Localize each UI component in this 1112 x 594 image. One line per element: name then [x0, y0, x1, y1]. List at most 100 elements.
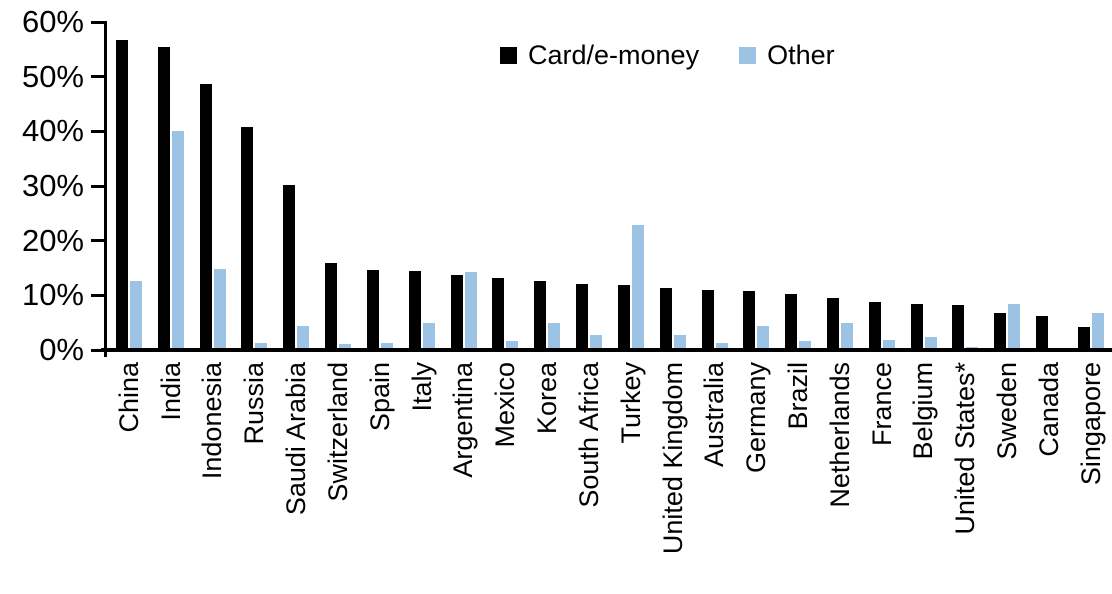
x-axis-label-singapore: Singapore — [1075, 362, 1106, 486]
bar-other-australia — [715, 342, 728, 348]
bar-card-e-money-turkey — [617, 285, 630, 348]
bar-other-indonesia — [213, 268, 226, 348]
legend-swatch-other — [739, 47, 757, 64]
bar-other-turkey — [631, 224, 644, 348]
x-axis-label-italy: Italy — [406, 362, 437, 412]
x-axis-label-china: China — [113, 362, 144, 433]
bar-card-e-money-mexico — [492, 277, 505, 348]
bar-other-singapore — [1091, 312, 1104, 348]
bar-other-russia — [255, 342, 268, 348]
bar-card-e-money-italy — [408, 270, 421, 348]
x-axis-label-spain: Spain — [364, 362, 395, 432]
x-axis-label-germany: Germany — [741, 362, 772, 474]
bar-group-united-kingdom — [652, 0, 694, 348]
x-label-slot-sweden: Sweden — [986, 362, 1028, 594]
bar-card-e-money-india — [157, 47, 170, 348]
bar-other-brazil — [799, 341, 812, 348]
bar-group-united-states — [945, 0, 987, 348]
y-axis-tick-40 — [91, 129, 105, 133]
bar-card-e-money-netherlands — [826, 298, 839, 348]
bar-group-france — [861, 0, 903, 348]
legend-item-card-e-money: Card/e-money — [500, 42, 699, 69]
bar-card-e-money-australia — [701, 289, 714, 348]
x-label-slot-saudi-arabia: Saudi Arabia — [275, 362, 317, 594]
bar-group-germany — [735, 0, 777, 348]
bar-card-e-money-switzerland — [325, 262, 338, 348]
bar-group-singapore — [1070, 0, 1112, 348]
bar-group-mexico — [484, 0, 526, 348]
bar-other-south-africa — [590, 335, 603, 348]
bar-other-india — [171, 131, 184, 348]
x-label-slot-argentina: Argentina — [443, 362, 485, 594]
bar-card-e-money-singapore — [1077, 327, 1090, 348]
bar-group-russia — [233, 0, 275, 348]
bar-other-korea — [548, 323, 561, 348]
bar-group-netherlands — [819, 0, 861, 348]
bar-card-e-money-france — [868, 301, 881, 348]
y-axis-label-50: 50% — [21, 58, 84, 94]
x-axis-label-korea: Korea — [532, 362, 563, 435]
y-axis-tick-30 — [91, 184, 105, 188]
bar-card-e-money-china — [115, 40, 128, 348]
x-axis-label-france: France — [866, 362, 897, 447]
bar-card-e-money-spain — [366, 270, 379, 348]
bar-group-sweden — [986, 0, 1028, 348]
bar-group-south-africa — [568, 0, 610, 348]
bar-card-e-money-canada — [1036, 315, 1049, 348]
bar-card-e-money-argentina — [450, 275, 463, 348]
bar-other-netherlands — [840, 322, 853, 348]
bar-other-argentina — [464, 272, 477, 348]
x-label-slot-brazil: Brazil — [777, 362, 819, 594]
bar-other-france — [882, 340, 895, 348]
x-label-slot-australia: Australia — [694, 362, 736, 594]
x-label-slot-united-kingdom: United Kingdom — [652, 362, 694, 594]
x-axis-label-mexico: Mexico — [490, 362, 521, 448]
bar-other-sweden — [1008, 304, 1021, 348]
x-label-slot-france: France — [861, 362, 903, 594]
bar-group-china — [108, 0, 150, 348]
x-axis-label-russia: Russia — [239, 362, 270, 445]
bar-group-brazil — [777, 0, 819, 348]
bar-card-e-money-united-kingdom — [659, 287, 672, 348]
bar-card-e-money-belgium — [910, 304, 923, 348]
bar-group-spain — [359, 0, 401, 348]
x-label-slot-india: India — [150, 362, 192, 594]
x-axis-label-sweden: Sweden — [992, 362, 1023, 460]
x-axis-label-united-kingdom: United Kingdom — [657, 362, 688, 555]
bar-group-switzerland — [317, 0, 359, 348]
x-label-slot-singapore: Singapore — [1070, 362, 1112, 594]
plot-area — [108, 0, 1112, 348]
bar-other-belgium — [924, 337, 937, 348]
x-label-slot-united-states: United States* — [945, 362, 987, 594]
bar-card-e-money-germany — [743, 290, 756, 348]
bar-other-germany — [757, 326, 770, 348]
bar-group-turkey — [610, 0, 652, 348]
bar-group-saudi-arabia — [275, 0, 317, 348]
y-axis-tick-20 — [91, 239, 105, 243]
y-axis-label-60: 60% — [21, 4, 84, 39]
bar-group-korea — [526, 0, 568, 348]
x-axis-label-netherlands: Netherlands — [824, 362, 855, 508]
bar-other-saudi-arabia — [297, 326, 310, 348]
bar-card-e-money-sweden — [994, 312, 1007, 348]
x-label-slot-canada: Canada — [1028, 362, 1070, 594]
y-axis-label-40: 40% — [21, 113, 84, 149]
legend-label-other: Other — [767, 40, 835, 70]
legend-label-card-e-money: Card/e-money — [528, 40, 700, 70]
x-label-slot-switzerland: Switzerland — [317, 362, 359, 594]
x-label-slot-china: China — [108, 362, 150, 594]
bar-other-switzerland — [339, 343, 352, 348]
x-label-slot-turkey: Turkey — [610, 362, 652, 594]
x-axis-label-south-africa: South Africa — [573, 362, 604, 508]
bar-card-e-money-korea — [534, 281, 547, 348]
bar-other-united-states — [966, 346, 979, 348]
x-label-slot-spain: Spain — [359, 362, 401, 594]
bar-card-e-money-saudi-arabia — [283, 185, 296, 348]
y-axis-tick-60 — [91, 20, 105, 24]
x-axis-label-indonesia: Indonesia — [197, 362, 228, 480]
legend-swatch-card-e-money — [500, 47, 517, 64]
x-axis-label-australia: Australia — [699, 362, 730, 468]
x-axis-line — [101, 348, 1112, 352]
bar-card-e-money-indonesia — [199, 84, 212, 348]
